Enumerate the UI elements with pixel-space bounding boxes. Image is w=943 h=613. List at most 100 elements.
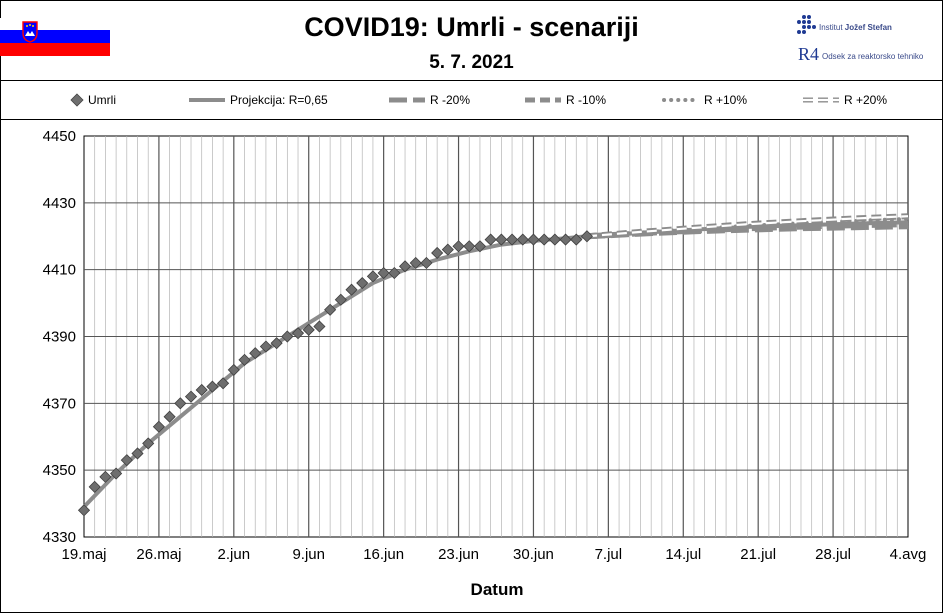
legend-label: R +10% — [704, 93, 748, 107]
y-tick-label: 4350 — [43, 462, 76, 479]
data-point — [281, 330, 294, 343]
x-tick-label: 23.jun — [438, 546, 479, 563]
data-point — [88, 480, 101, 493]
x-tick-label: 4.avg — [890, 546, 927, 563]
header-divider — [0, 80, 943, 81]
data-point — [473, 240, 487, 253]
data-point — [120, 454, 133, 467]
series-line-r-plus-10 — [585, 216, 910, 239]
institute-logo: Institut Jožef Stefan — [795, 14, 935, 38]
data-point — [249, 347, 262, 360]
legend-label: Umrli — [88, 93, 116, 107]
data-point — [559, 233, 572, 246]
legend-label: R -20% — [430, 93, 471, 107]
y-tick-label: 4430 — [43, 195, 76, 212]
chart-date: 5. 7. 2021 — [429, 52, 514, 73]
x-tick-label: 28.jul — [815, 546, 851, 563]
data-point — [452, 240, 465, 253]
x-axis-label: Datum — [471, 580, 524, 599]
data-point — [77, 504, 91, 517]
data-point — [356, 276, 369, 290]
data-point — [495, 233, 508, 246]
legend-item-r-minus-10: R -10% — [524, 86, 606, 114]
legend-item-projekcija: Projekcija: R=0,65 — [188, 86, 328, 114]
y-tick-label: 4370 — [43, 395, 76, 412]
data-point — [195, 383, 208, 397]
data-point — [441, 243, 454, 256]
x-tick-label: 2.jun — [218, 546, 251, 563]
legend-label: R +20% — [844, 93, 888, 107]
data-point — [409, 256, 422, 270]
data-point — [570, 233, 583, 246]
data-point — [527, 233, 540, 246]
r4-mark: R4 — [798, 44, 820, 64]
data-point — [291, 327, 305, 340]
legend-item-umrli: Umrli — [70, 86, 116, 114]
chart-title: COVID19: Umrli - scenariji — [304, 12, 639, 42]
data-point — [227, 363, 240, 376]
x-tick-label: 26.maj — [136, 546, 181, 563]
x-tick-label: 14.jul — [665, 546, 701, 563]
x-tick-label: 30.jun — [513, 546, 554, 563]
data-point — [580, 230, 594, 243]
data-point — [174, 397, 187, 410]
series-line-r-plus-20-inner — [586, 215, 909, 238]
data-point — [484, 233, 497, 246]
legend-label: R -10% — [566, 93, 607, 107]
data-point — [377, 266, 390, 280]
data-point — [270, 337, 283, 350]
data-point — [302, 323, 315, 336]
data-point — [463, 240, 476, 253]
data-point — [99, 470, 112, 483]
data-point — [505, 233, 519, 246]
x-tick-label: 7.jul — [595, 546, 623, 563]
data-point — [516, 233, 529, 246]
data-point — [538, 233, 551, 246]
grid — [83, 135, 909, 538]
data-point — [420, 256, 433, 270]
legend-item-r-minus-20: R -20% — [388, 86, 470, 114]
data-point — [324, 303, 337, 316]
x-axis: 19.maj 26.maj 2.jun 9.jun 16.jun 23.jun 30.jun… — [61, 546, 926, 563]
data-point — [345, 283, 358, 296]
department-logo: R4 Odsek za reaktorsko tehniko — [798, 44, 938, 68]
data-point — [142, 437, 155, 450]
data-point — [206, 380, 219, 393]
x-tick-label: 16.jun — [363, 546, 404, 563]
data-point — [131, 447, 144, 460]
y-axis: 4330 4350 4370 4390 4410 4430 4450 — [43, 128, 76, 546]
ijs-name: Jožef Stefan — [844, 23, 892, 32]
x-tick-label: 9.jun — [292, 546, 325, 563]
legend-item-r-plus-20: R +20% — [802, 86, 887, 114]
data-point — [184, 390, 198, 403]
ijs-prefix: Institut — [819, 23, 845, 32]
data-point — [334, 293, 347, 306]
y-tick-label: 4450 — [43, 128, 76, 145]
data-point — [163, 410, 176, 423]
data-point — [366, 270, 380, 283]
header: COVID19: Umrli - scenariji 5. 7. 2021 In… — [0, 0, 943, 80]
legend-label: Projekcija: R=0,65 — [230, 93, 328, 107]
observed-markers — [77, 230, 594, 517]
ijs-dots-icon — [797, 15, 816, 34]
slovenia-flag-icon — [0, 18, 110, 56]
data-point — [152, 420, 165, 433]
data-point — [217, 377, 230, 390]
y-tick-label: 4330 — [43, 529, 76, 546]
data-point — [431, 246, 444, 260]
legend-item-r-plus-10: R +10% — [662, 86, 747, 114]
chart-plot: 4330 4350 4370 4390 4410 4430 4450 19.maj 26.ma… — [43, 128, 927, 599]
data-point — [388, 266, 401, 280]
data-point — [548, 233, 561, 246]
data-point — [110, 467, 123, 480]
x-tick-label: 19.maj — [61, 546, 106, 563]
data-point — [398, 260, 412, 273]
data-point — [313, 320, 326, 333]
department-name: Odsek za reaktorsko tehniko — [822, 52, 924, 61]
legend-divider — [0, 119, 943, 120]
data-point — [238, 353, 251, 366]
legend: Umrli Projekcija: R=0,65 R -20% R -10% R… — [0, 86, 943, 114]
y-tick-label: 4390 — [43, 329, 76, 346]
data-point — [259, 340, 272, 353]
x-tick-label: 21.jul — [740, 546, 776, 563]
